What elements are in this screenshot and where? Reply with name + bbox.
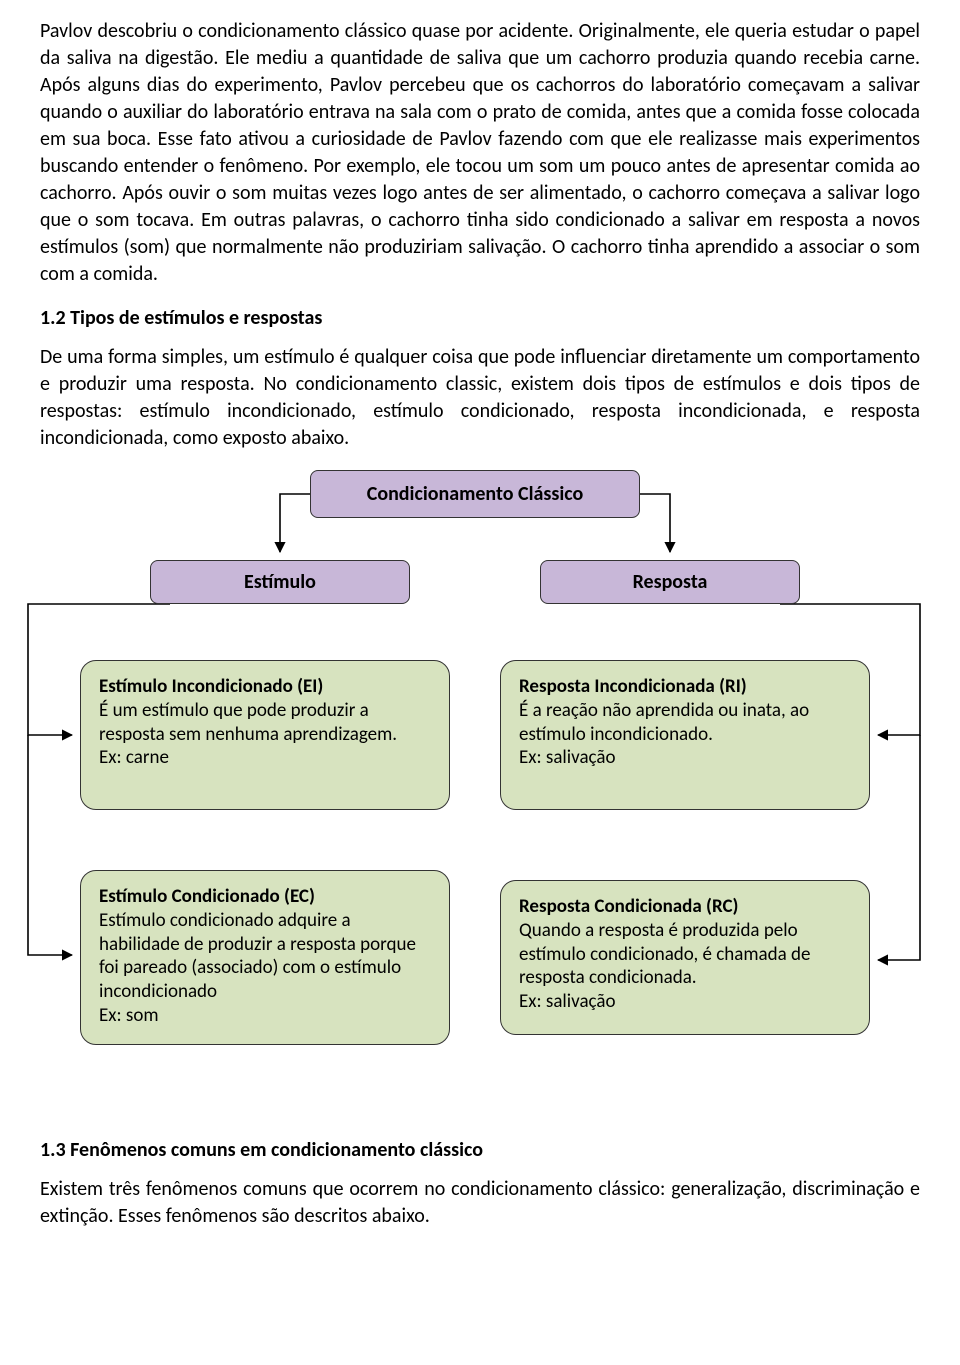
card-ei: Estímulo Incondicionado (EI) É um estímu… — [80, 660, 450, 810]
card-ri-ex: Ex: salivação — [519, 746, 851, 770]
card-ec-ex: Ex: som — [99, 1004, 431, 1028]
card-rc-ex: Ex: salivação — [519, 990, 851, 1014]
heading-1-2: 1.2 Tipos de estímulos e respostas — [40, 306, 920, 330]
node-estimulo: Estímulo — [150, 560, 410, 604]
card-ri-title: Resposta Incondicionada (RI) — [519, 675, 851, 699]
intro-paragraph: Pavlov descobriu o condicionamento cláss… — [40, 18, 920, 288]
card-ei-ex: Ex: carne — [99, 746, 431, 770]
conditioning-diagram: Condicionamento Clássico Estímulo Respos… — [40, 470, 920, 1120]
node-resposta: Resposta — [540, 560, 800, 604]
node-root: Condicionamento Clássico — [310, 470, 640, 518]
card-ri: Resposta Incondicionada (RI) É a reação … — [500, 660, 870, 810]
node-root-label: Condicionamento Clássico — [367, 482, 584, 506]
card-rc: Resposta Condicionada (RC) Quando a resp… — [500, 880, 870, 1035]
card-rc-body: Quando a resposta é produzida pelo estím… — [519, 919, 851, 990]
heading-1-3: 1.3 Fenômenos comuns em condicionamento … — [40, 1138, 920, 1162]
node-resposta-label: Resposta — [633, 570, 708, 594]
node-estimulo-label: Estímulo — [244, 570, 316, 594]
card-ec: Estímulo Condicionado (EC) Estímulo cond… — [80, 870, 450, 1045]
card-rc-title: Resposta Condicionada (RC) — [519, 895, 851, 919]
card-ec-title: Estímulo Condicionado (EC) — [99, 885, 431, 909]
card-ei-title: Estímulo Incondicionado (EI) — [99, 675, 431, 699]
card-ei-body: É um estímulo que pode produzir a respos… — [99, 699, 431, 747]
paragraph-1-3: Existem três fenômenos comuns que ocorre… — [40, 1176, 920, 1230]
card-ri-body: É a reação não aprendida ou inata, ao es… — [519, 699, 851, 747]
paragraph-1-2: De uma forma simples, um estímulo é qual… — [40, 344, 920, 452]
card-ec-body: Estímulo condicionado adquire a habilida… — [99, 909, 431, 1004]
